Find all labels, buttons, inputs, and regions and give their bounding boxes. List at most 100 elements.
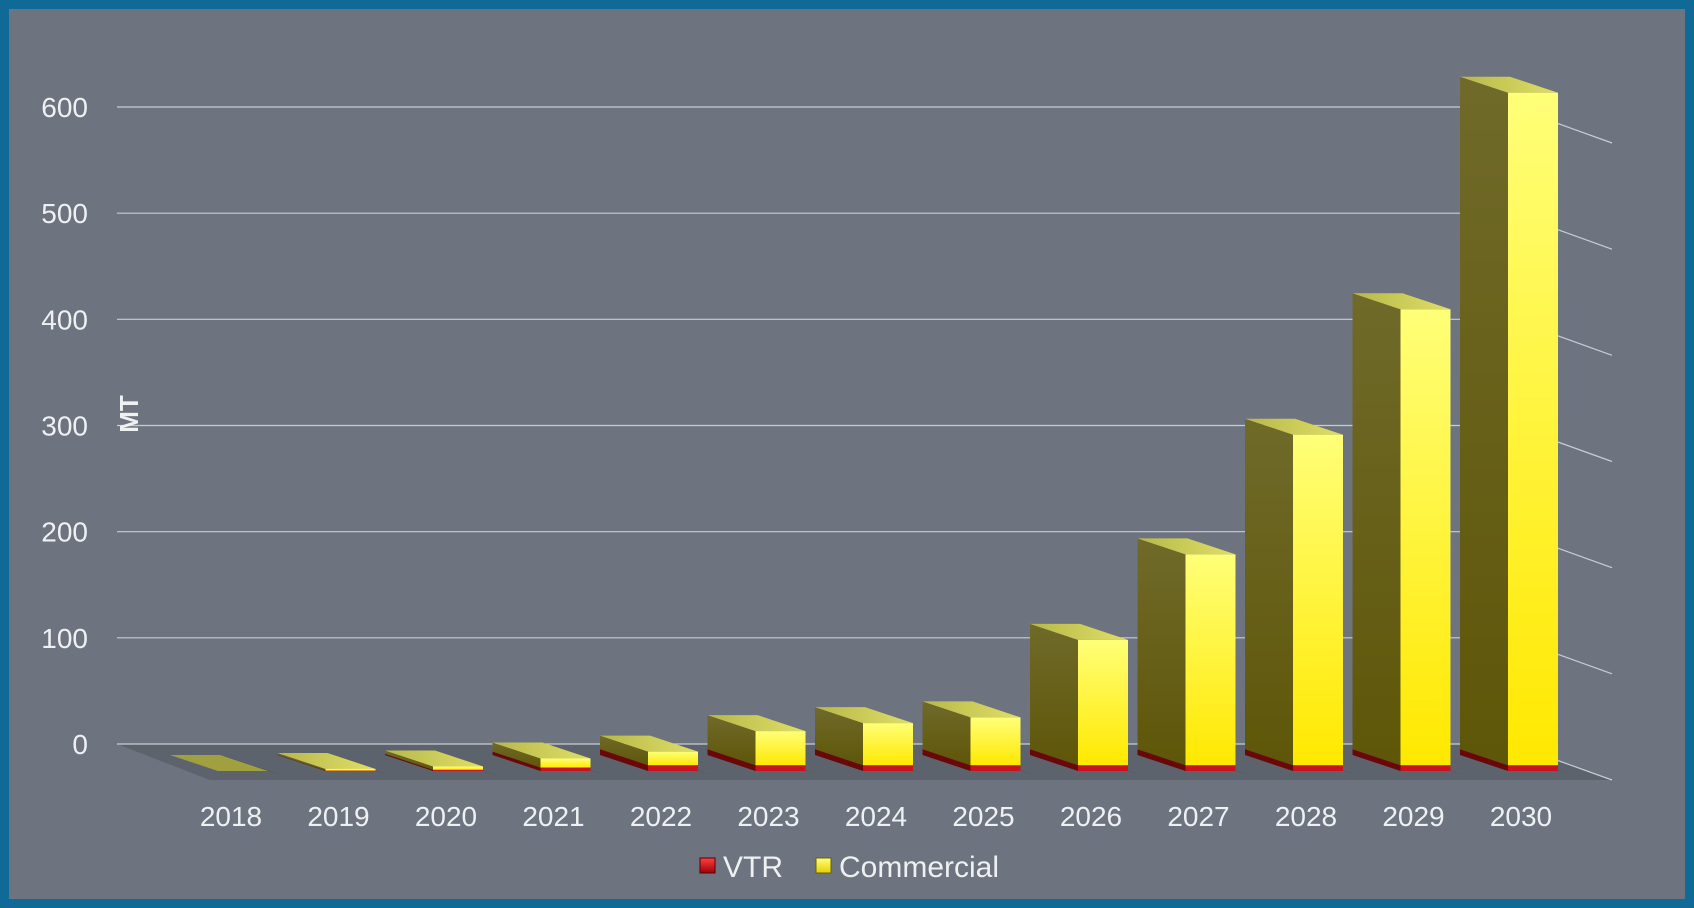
bar-2026 [1030,623,1142,775]
bar-top [1137,538,1236,555]
bar-2027 [1137,538,1250,775]
bar-commercial [1078,639,1128,766]
bar-side-commercial [1030,623,1078,766]
bar-2029 [1352,293,1465,775]
bar-vtr [1078,765,1128,771]
x-tick-label: 2023 [737,801,799,832]
bar-shadow [220,755,282,775]
bar-top [815,707,913,724]
bar-commercial [1185,554,1236,766]
bar-side-commercial [1245,418,1293,766]
bar-commercial [970,717,1021,766]
bar-side-commercial [492,742,541,768]
x-axis-ticks: 2018 2019 2020 2021 2022 2023 2024 2025 2026 2027… [200,801,1552,832]
bars [170,76,1572,775]
y-tick-label: 600 [41,92,88,123]
x-tick-label: 2022 [630,801,692,832]
bar-side-commercial [1460,76,1508,766]
bar-top [385,750,483,767]
bar-side-vtr [1460,749,1508,771]
bar-2019 [277,752,390,775]
bar-side-commercial [922,701,971,766]
bar-top [1352,293,1451,310]
bar-vtr [648,765,698,771]
bar-side-vtr [492,751,541,771]
bar-side-vtr [815,749,863,771]
x-tick-label: 2026 [1060,801,1122,832]
bar-commercial [433,766,483,770]
x-tick-label: 2021 [522,801,584,832]
x-tick-label: 2025 [952,801,1014,832]
bar-top [277,752,376,769]
x-tick-label: 2028 [1275,801,1337,832]
bar-commercial [648,751,698,766]
x-tick-label: 2029 [1382,801,1444,832]
bar-2018 [170,755,282,775]
bar-vtr [433,769,483,771]
bar-vtr [755,765,806,771]
bar-commercial [755,731,806,766]
bar-commercial [1293,434,1343,766]
bar-side-vtr [1352,749,1401,771]
bar-top [1460,76,1558,93]
bar-commercial [1400,309,1451,766]
x-tick-label: 2024 [845,801,907,832]
bar-side-vtr [385,753,433,771]
bar-top [1030,623,1128,640]
y-axis-label: MT [114,395,144,433]
bar-side-commercial [385,750,433,770]
bar-commercial [540,758,591,768]
bar-2020 [385,750,497,775]
bar-vtr [1400,765,1451,771]
bar-side-commercial [600,735,648,766]
bar-side-vtr [1245,749,1293,771]
x-tick-label: 2018 [200,801,262,832]
bar-commercial [1508,92,1558,766]
bar-top [707,715,806,732]
bar-top [600,735,698,752]
y-tick-label: 500 [41,198,88,229]
bar-side-commercial [1352,293,1401,766]
y-axis-ticks: 0 100 200 300 400 500 600 [41,92,88,760]
bar-side-vtr [707,749,756,771]
legend: VTR Commercial [699,851,999,884]
bar-2023 [707,715,820,775]
legend-label-commercial: Commercial [839,851,999,884]
y-tick-label: 400 [41,304,88,335]
bar-2021 [492,742,605,775]
bar-vtr [970,765,1021,771]
bar-side-vtr [1137,749,1186,771]
bar-side-commercial [277,752,326,771]
x-tick-label: 2027 [1167,801,1229,832]
y-tick-label: 200 [41,517,88,548]
bar-side-vtr [277,754,326,771]
bar-side-commercial [815,707,863,766]
y-tick-label: 0 [72,729,88,760]
y-tick-label: 300 [41,411,88,442]
bar-side-vtr [1030,749,1078,771]
bar-side-vtr [600,749,648,771]
bar-top [1245,418,1343,435]
bar-vtr [1508,765,1558,771]
bar-commercial [325,768,376,771]
bar-vtr [863,765,913,771]
legend-swatch-commercial [815,857,832,874]
bar-2024 [815,707,927,775]
legend-swatch-vtr [699,857,716,874]
bar-top [922,701,1021,718]
bar-2022 [600,735,712,775]
x-tick-label: 2030 [1490,801,1552,832]
bar-vtr [1293,765,1343,771]
bar-top [492,742,591,759]
bar-2025 [922,701,1035,775]
bar-side-commercial [707,715,756,766]
bar-2028 [1245,418,1357,775]
legend-label-vtr: VTR [723,851,783,884]
bar-2030 [1460,76,1572,775]
bar-side-commercial [1137,538,1186,766]
bar-top [170,755,268,771]
x-tick-label: 2019 [307,801,369,832]
bar-vtr [1185,765,1236,771]
bar-vtr [540,767,591,771]
